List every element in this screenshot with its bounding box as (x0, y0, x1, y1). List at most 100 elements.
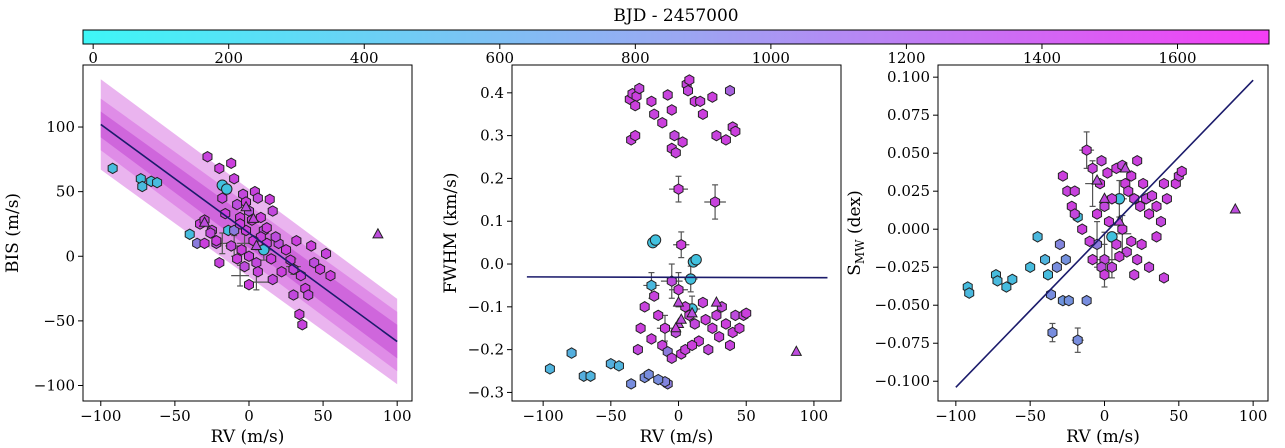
data-point (1126, 235, 1137, 248)
data-point (685, 273, 697, 285)
data-point (243, 250, 254, 263)
data-point (235, 218, 246, 230)
data-point (243, 278, 254, 291)
data-point (1081, 294, 1092, 307)
data-point (1054, 238, 1065, 251)
data-point (659, 322, 670, 335)
y-axis-label: FWHM (km/s) (441, 172, 461, 293)
plot-area (100, 79, 398, 385)
data-point (710, 296, 723, 307)
y-tick-label: −0.2 (468, 341, 504, 359)
data-point (1176, 165, 1187, 178)
data-point (653, 373, 664, 386)
data-point (724, 339, 735, 352)
data-point (1103, 215, 1114, 228)
plot-area (526, 74, 828, 390)
data-point (251, 256, 262, 269)
data-point (1007, 273, 1018, 286)
data-point (291, 234, 302, 247)
data-point (666, 104, 677, 116)
x-tick-label: 50 (314, 407, 333, 425)
data-point (252, 192, 263, 204)
y-tick-label: 0.0 (480, 255, 504, 273)
data-point (1087, 162, 1098, 175)
colorbar-tick-label: 800 (621, 49, 650, 67)
data-point (1069, 185, 1080, 197)
data-point (964, 287, 975, 299)
data-point (711, 129, 722, 142)
y-tick-label: 50 (56, 183, 75, 201)
data-point (635, 322, 646, 335)
x-axis-label: RV (m/s) (640, 427, 714, 447)
data-point (720, 134, 731, 146)
colorbar-label: BJD - 2457000 (613, 6, 738, 26)
data-point (646, 333, 657, 345)
data-point (1144, 261, 1155, 273)
data-point (734, 322, 745, 335)
data-point (267, 205, 278, 217)
data-point (240, 200, 252, 212)
data-point (544, 363, 555, 375)
data-point (1132, 155, 1143, 167)
y-tick-label: 0.4 (480, 84, 504, 102)
data-point (137, 180, 148, 193)
data-point (1084, 235, 1095, 248)
y-tick-label: −50 (43, 312, 75, 330)
data-point (613, 360, 624, 372)
data-point (1106, 193, 1117, 205)
data-point (1158, 177, 1169, 190)
data-point (264, 193, 275, 206)
data-point (669, 129, 680, 142)
data-point (643, 368, 654, 381)
data-point (605, 357, 616, 370)
x-tick-label: −50 (159, 407, 191, 425)
data-point (1092, 208, 1103, 220)
data-point (653, 309, 664, 322)
data-point (710, 196, 721, 208)
x-tick-label: 0 (674, 407, 684, 425)
colorbar-tick-label: 400 (350, 49, 379, 67)
x-tick-label: 100 (1239, 407, 1268, 425)
y-tick-label: −100 (34, 376, 75, 394)
colorbar-gradient (82, 29, 1270, 45)
data-point (250, 239, 263, 250)
y-tick-label: 0.1 (480, 212, 504, 230)
data-point (152, 176, 163, 189)
x-tick-label: 50 (737, 407, 756, 425)
data-point (700, 313, 711, 326)
data-point (1123, 185, 1134, 197)
data-point (1069, 208, 1080, 220)
data-point (714, 331, 725, 343)
data-point (1151, 231, 1162, 243)
colorbar-tick-label: 1400 (1023, 49, 1061, 67)
colorbar-tick-label: 0 (88, 49, 98, 67)
x-tick-label: 100 (383, 407, 412, 425)
data-point (790, 345, 803, 356)
data-point (741, 307, 752, 320)
data-point (229, 172, 240, 185)
data-point (1158, 272, 1169, 284)
data-point (707, 322, 718, 335)
data-point (683, 84, 694, 97)
data-point (666, 275, 677, 287)
data-point (1045, 288, 1056, 301)
colorbar-tick-label: 1000 (752, 49, 790, 67)
x-tick-label: −50 (1014, 407, 1046, 425)
data-point (730, 125, 741, 138)
axes-frame (82, 64, 413, 402)
colorbar-tick-label: 200 (214, 49, 243, 67)
data-point (1063, 294, 1074, 307)
y-tick-label: 0.050 (887, 144, 930, 162)
data-point (1135, 200, 1146, 213)
colorbar-tick-label: 600 (485, 49, 514, 67)
x-tick-label: −50 (595, 407, 627, 425)
y-tick-label: 0.100 (887, 68, 930, 86)
data-point (690, 254, 702, 266)
y-tick-label: 0.000 (887, 220, 930, 238)
data-point (1126, 170, 1137, 182)
y-tick-label: −0.050 (874, 296, 930, 314)
data-point (1114, 250, 1125, 263)
data-point (281, 244, 292, 256)
data-point (220, 207, 231, 220)
